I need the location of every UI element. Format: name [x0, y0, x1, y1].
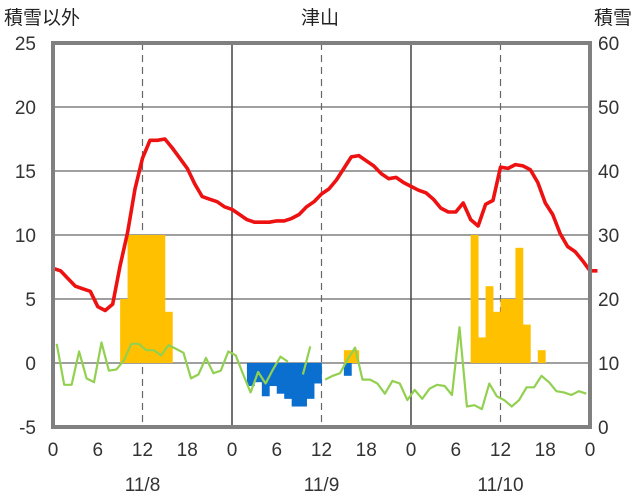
negative-bar	[299, 363, 307, 407]
x-tick-label: 0	[48, 440, 59, 461]
right-tick-label: 50	[598, 98, 619, 119]
precip-bar	[343, 350, 352, 363]
green-series-line	[301, 346, 312, 375]
precip-bar	[507, 299, 516, 363]
precip-bar	[485, 286, 494, 363]
left-tick-label: 5	[25, 290, 36, 311]
precip-bar	[164, 311, 173, 363]
right-tick-label: 0	[598, 418, 609, 439]
x-tick-label: 12	[132, 440, 153, 461]
precip-bar	[149, 235, 158, 363]
day-label: 11/9	[304, 475, 340, 496]
x-tick-label: 18	[535, 440, 556, 461]
negative-bar	[284, 363, 293, 399]
negative-bar	[343, 363, 352, 376]
x-tick-label: 0	[406, 440, 417, 461]
x-tick-label: 18	[356, 440, 377, 461]
x-tick-label: 6	[92, 440, 103, 461]
negative-bar	[269, 363, 278, 387]
left-axis-label: 積雪以外	[4, 7, 80, 29]
precip-bar	[157, 235, 166, 363]
precip-bar	[537, 350, 546, 363]
x-tick-label: 6	[450, 440, 461, 461]
precip-bar	[135, 235, 143, 363]
plot-frame	[51, 41, 592, 429]
left-tick-label: -5	[19, 418, 36, 439]
precip-bar	[127, 235, 136, 363]
x-tick-label: 12	[490, 440, 511, 461]
x-tick-label: 6	[271, 440, 282, 461]
negative-bar	[291, 363, 300, 407]
left-tick-label: 20	[15, 98, 36, 119]
day-label: 11/10	[477, 475, 523, 496]
precip-bar	[478, 337, 486, 363]
precip-bar	[351, 350, 360, 363]
x-tick-label: 0	[585, 440, 596, 461]
x-tick-label: 12	[311, 440, 332, 461]
x-tick-label: 18	[177, 440, 198, 461]
right-axis-label: 積雪	[594, 7, 632, 29]
green-series-line	[55, 341, 289, 394]
precip-bar	[120, 299, 128, 363]
left-tick-label: 25	[15, 34, 36, 55]
x-tick-label: 0	[227, 440, 238, 461]
right-tick-label: 30	[598, 226, 619, 247]
precip-bar	[493, 311, 501, 363]
negative-bar	[314, 363, 322, 384]
left-tick-label: 0	[25, 354, 36, 375]
temperature-line	[52, 137, 598, 313]
right-tick-label: 20	[598, 290, 619, 311]
negative-bar	[261, 363, 270, 397]
green-series-line	[324, 326, 587, 411]
precip-bar	[470, 235, 479, 363]
precip-bar	[142, 235, 151, 363]
precip-bar	[515, 247, 524, 363]
chart-title: 津山	[301, 7, 339, 29]
right-tick-label: 40	[598, 162, 619, 183]
right-tick-label: 60	[598, 34, 619, 55]
day-label: 11/8	[125, 475, 161, 496]
precip-bar	[500, 299, 509, 363]
left-tick-label: 10	[15, 226, 36, 247]
negative-bar	[246, 363, 255, 387]
negative-bar	[306, 363, 315, 399]
right-tick-label: 10	[598, 354, 619, 375]
precip-bar	[522, 324, 531, 363]
left-tick-label: 15	[15, 162, 36, 183]
negative-bar	[276, 363, 285, 394]
